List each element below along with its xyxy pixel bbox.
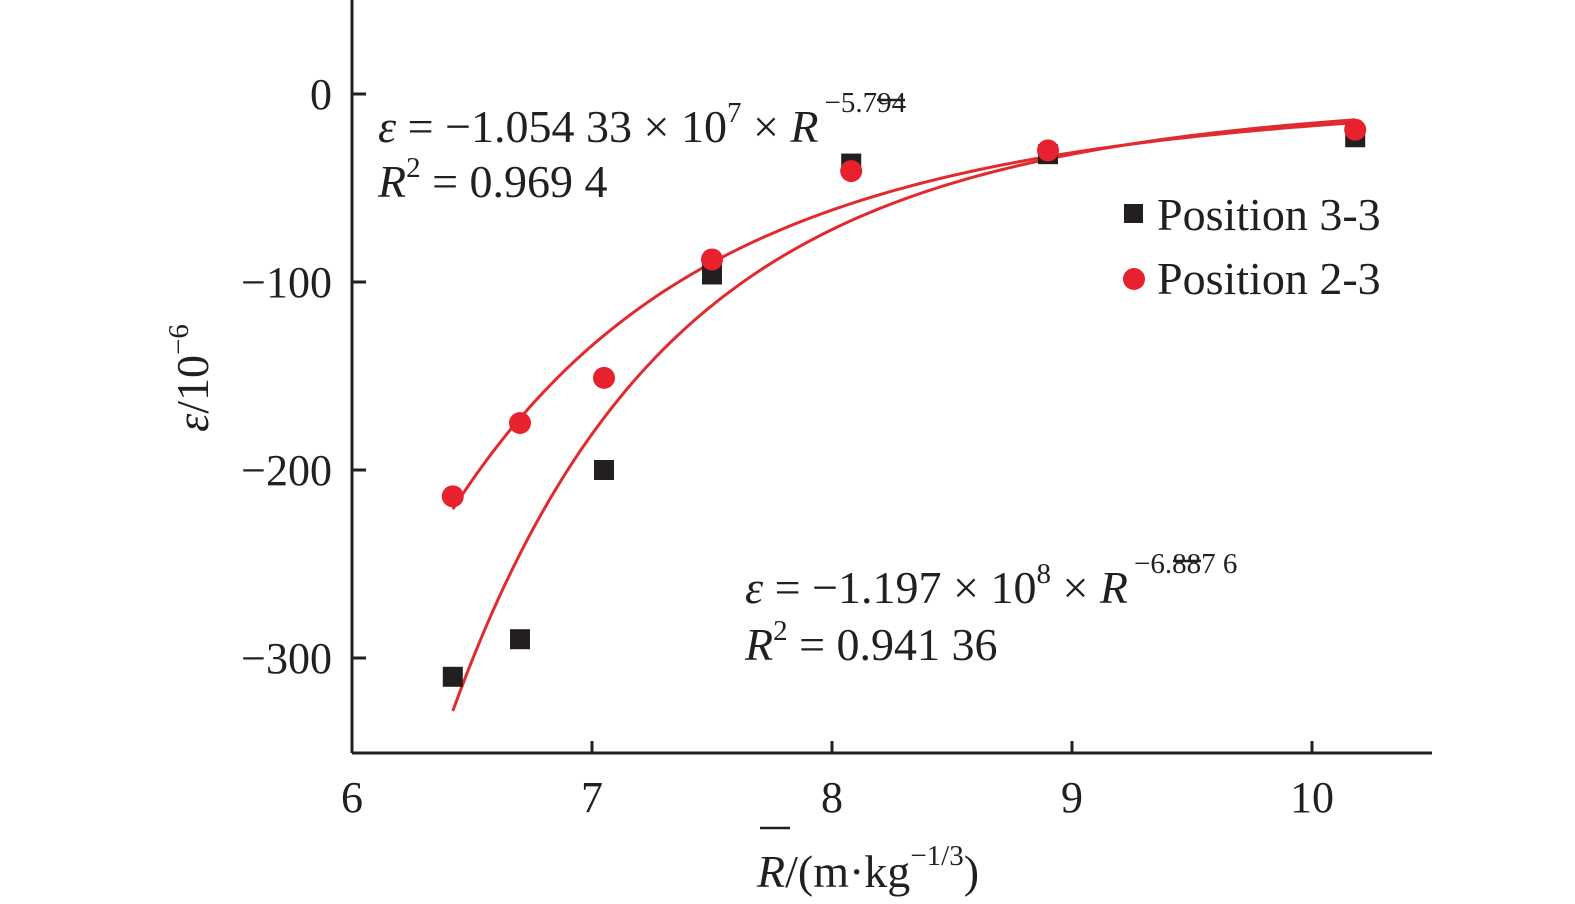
- data-point-position-3-3: [702, 264, 722, 285]
- data-point-position-2-3: [701, 248, 723, 271]
- data-point-position-3-3: [442, 666, 463, 687]
- svg-text:ε = −1.054 33 × 107 × R−5.794: ε = −1.054 33 × 107 × R −5.794: [378, 87, 907, 152]
- data-point-position-2-3: [593, 366, 615, 389]
- legend: Position 3-3 Position 2-3: [1123, 189, 1381, 304]
- data-point-position-2-3: [1344, 118, 1367, 141]
- data-point-position-2-3: [441, 485, 464, 508]
- fit-curve-position-2-3: [451, 121, 1356, 511]
- x-tick-label: 6: [341, 773, 363, 822]
- data-point-position-3-3: [594, 460, 614, 480]
- x-tick-label: 8: [821, 773, 843, 822]
- data-point-position-2-3: [1037, 139, 1059, 162]
- x-tick-label: 9: [1061, 773, 1083, 822]
- legend-marker-square: [1124, 204, 1143, 223]
- x-tick-label: 7: [581, 773, 603, 822]
- data-point-position-3-3: [510, 629, 530, 650]
- legend-marker-circle: [1123, 268, 1145, 290]
- annotation-fit-3-3: ε = −1.197 × 108 × R −6.887 6 R2 = 0.941 …: [744, 548, 1237, 670]
- svg-text:R2 = 0.941 36: R2 = 0.941 36: [744, 615, 998, 670]
- y-tick-label: −300: [241, 634, 332, 683]
- x-axis-label: R/(m·kg−1/3): [756, 826, 979, 897]
- svg-text:ε = −1.197 × 108 × R−6.887 6: ε = −1.197 × 108 × R −6.887 6: [745, 548, 1237, 613]
- y-tick-label: −200: [241, 446, 332, 495]
- x-tick-label: 10: [1290, 773, 1334, 822]
- legend-label-position-3-3: Position 3-3: [1157, 189, 1381, 240]
- fit-curves: [451, 118, 1356, 712]
- x-ticks: 6 7 8 9 10: [341, 741, 1334, 822]
- svg-text:R2 = 0.969 4: R2 = 0.969 4: [377, 152, 608, 207]
- y-axis-label: ε/10−6: [163, 324, 218, 432]
- fit-curve-position-3-3: [451, 118, 1356, 712]
- data-points: [441, 118, 1367, 687]
- y-ticks: 0 −100 −200 −300: [241, 70, 366, 683]
- data-point-position-2-3: [509, 412, 531, 434]
- annotation-fit-2-3: ε = −1.054 33 × 107 × R −5.794 R2 = 0.969…: [377, 87, 907, 207]
- y-tick-label: −100: [241, 258, 332, 307]
- svg-text:R/(m·kg−1/3): R/(m·kg−1/3): [756, 840, 979, 897]
- y-tick-label: 0: [310, 70, 332, 119]
- legend-label-position-2-3: Position 2-3: [1157, 253, 1381, 304]
- data-point-position-2-3: [840, 160, 863, 183]
